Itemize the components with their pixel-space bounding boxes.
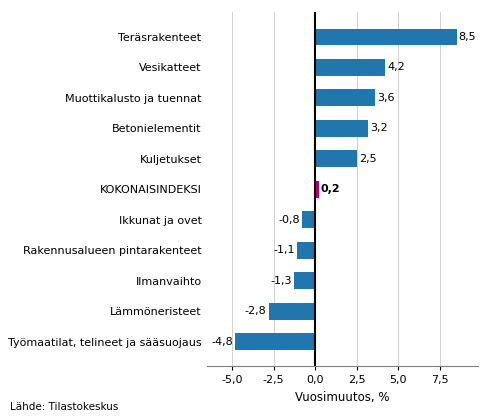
Bar [297,242,315,259]
Bar [315,151,357,167]
Text: 4,2: 4,2 [387,62,405,72]
Text: 8,5: 8,5 [458,32,476,42]
Text: -0,8: -0,8 [278,215,300,225]
Text: 3,6: 3,6 [377,93,394,103]
Bar [315,59,385,76]
Bar [315,120,368,137]
Text: 2,5: 2,5 [359,154,376,164]
Text: -1,3: -1,3 [270,276,291,286]
Bar [315,181,318,198]
Text: 0,2: 0,2 [320,184,340,194]
Text: -4,8: -4,8 [211,337,233,347]
Text: Lähde: Tilastokeskus: Lähde: Tilastokeskus [10,402,118,412]
Bar [269,303,315,319]
Text: 3,2: 3,2 [370,123,388,134]
X-axis label: Vuosimuutos, %: Vuosimuutos, % [295,391,390,404]
Bar [293,272,315,289]
Bar [315,29,457,45]
Text: -1,1: -1,1 [274,245,295,255]
Bar [235,333,315,350]
Bar [302,211,315,228]
Bar [315,89,375,106]
Text: -2,8: -2,8 [245,306,267,316]
